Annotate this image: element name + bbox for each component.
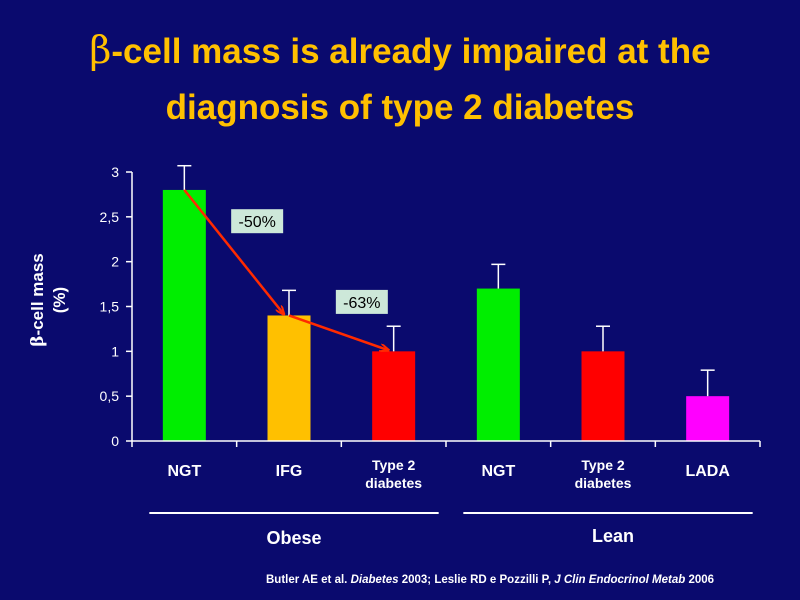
citation-journal-1: Diabetes [350, 574, 399, 586]
x-category-label-3: NGT [481, 463, 515, 480]
x-category-label-5: LADA [685, 463, 730, 480]
y-tick-label-1: 0,5 [100, 388, 120, 404]
annotation-text-1: -63% [343, 295, 380, 312]
slide-title-line-1: β-cell mass is already impaired at the [0, 22, 800, 80]
citation-part-2: 2003; Leslie RD e Pozzilli P, [398, 574, 555, 586]
bar-2 [372, 351, 416, 441]
x-category-label-4: Type 2 diabetes [575, 457, 632, 491]
y-tick-label-5: 2,5 [100, 209, 120, 225]
x-category-label-0: NGT [167, 463, 201, 480]
bar-5 [686, 396, 730, 441]
title-beta-symbol: β [89, 28, 112, 72]
annotation-box-1 [335, 289, 388, 314]
bar-1 [267, 315, 311, 441]
y-axis-unit: (%) [50, 286, 69, 314]
y-tick-label-3: 1,5 [100, 299, 120, 315]
annotation-arrow-1 [288, 314, 389, 350]
citation-part-3: 2006 [685, 574, 715, 586]
slide-title: β-cell mass is already impaired at the d… [0, 22, 800, 136]
group-label-1: Lean [592, 526, 634, 546]
bar-3 [476, 288, 520, 441]
y-axis-title: β-cell mass (%) [27, 230, 77, 370]
slide-title-line-2: diagnosis of type 2 diabetes [165, 88, 635, 127]
title-line-1-text: -cell mass is already impaired at the [111, 32, 711, 71]
y-axis-beta-symbol: β [28, 335, 48, 347]
annotation-arrow-0 [183, 189, 284, 315]
bar-0 [162, 189, 206, 441]
y-tick-label-4: 2 [111, 254, 119, 270]
citation-part-1: Butler AE et al. [266, 574, 351, 586]
group-label-0: Obese [266, 528, 321, 548]
y-axis-label: -cell mass [28, 253, 47, 336]
y-tick-label-6: 3 [111, 164, 119, 180]
citation-journal-2: J Clin Endocrinol Metab [554, 574, 686, 586]
y-tick-label-2: 1 [111, 343, 119, 359]
annotation-text-0: -50% [238, 214, 275, 231]
x-category-label-1: IFG [276, 463, 303, 480]
citation: Butler AE et al. Diabetes 2003; Leslie R… [266, 574, 792, 586]
annotation-box-0 [231, 209, 284, 234]
x-category-label-2: Type 2 diabetes [365, 457, 422, 491]
y-tick-label-0: 0 [111, 433, 119, 449]
bar-4 [581, 351, 625, 441]
